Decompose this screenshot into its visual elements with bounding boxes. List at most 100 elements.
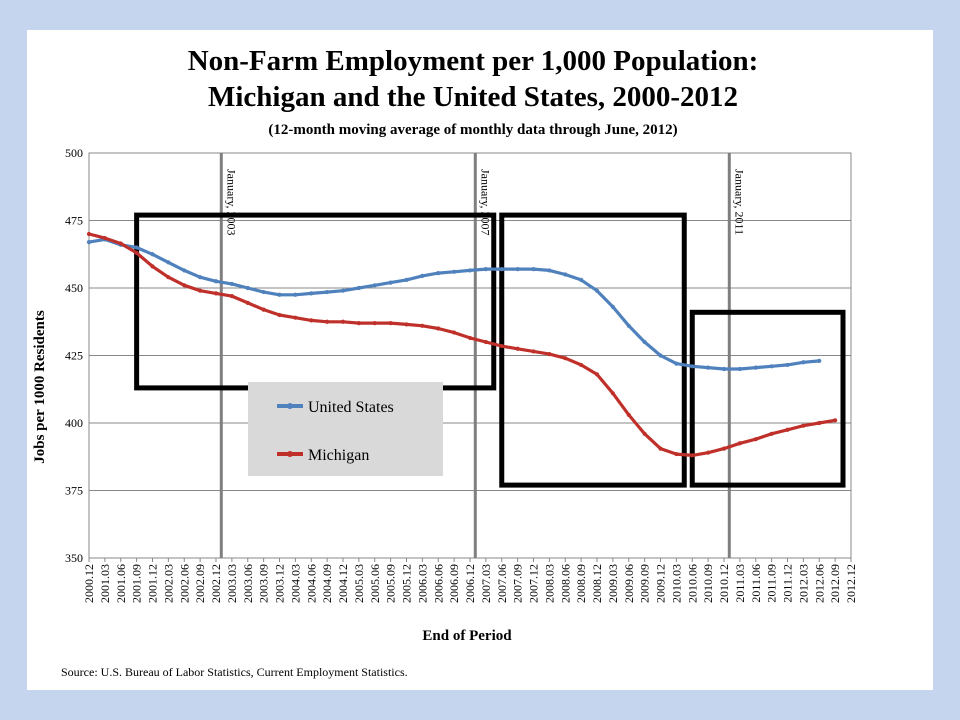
data-point-michigan xyxy=(420,323,425,328)
data-point-united-states xyxy=(642,339,647,345)
x-tick-label: 2003.12 xyxy=(273,564,287,603)
x-tick-label: 2004.06 xyxy=(304,564,318,603)
data-point-michigan xyxy=(531,349,536,354)
x-tick-label: 2012.12 xyxy=(844,564,858,603)
data-point-michigan xyxy=(86,231,92,237)
data-point-michigan xyxy=(817,420,822,426)
data-point-united-states xyxy=(293,292,298,297)
highlight-box-3 xyxy=(689,309,846,488)
x-tick-label: 2006.06 xyxy=(431,564,445,603)
data-point-united-states xyxy=(452,269,457,274)
x-tick-label: 2003.03 xyxy=(225,564,239,603)
x-axis-label: End of Period xyxy=(422,628,512,644)
y-tick-label: 350 xyxy=(65,551,83,565)
x-tick-label: 2007.03 xyxy=(479,564,493,603)
data-point-united-states xyxy=(340,288,346,293)
data-point-michigan xyxy=(182,283,187,288)
data-point-united-states xyxy=(801,360,806,365)
data-point-united-states xyxy=(356,285,361,291)
x-tick-label: 2001.09 xyxy=(130,564,144,603)
x-tick-label: 2010.09 xyxy=(701,564,715,603)
data-point-michigan xyxy=(658,446,663,451)
series-line-united-states xyxy=(87,237,821,371)
data-point-michigan xyxy=(309,318,314,323)
data-point-michigan xyxy=(626,412,631,417)
data-point-michigan xyxy=(388,321,393,326)
reference-line-label: January, 2011 xyxy=(732,169,746,235)
data-point-michigan xyxy=(721,446,727,451)
data-point-united-states xyxy=(499,267,504,272)
data-point-united-states xyxy=(436,271,441,276)
reference-lines: January, 2003 January, 2007 January, 2011 xyxy=(219,153,746,558)
highlight-box-1 xyxy=(134,212,497,391)
x-tick-label: 2005.03 xyxy=(352,564,366,603)
data-point-michigan xyxy=(833,418,838,423)
highlight-box-2 xyxy=(499,212,687,488)
legend-marker-united-states xyxy=(287,403,293,409)
data-point-united-states xyxy=(658,353,663,358)
series-united-states xyxy=(86,237,822,372)
data-point-michigan xyxy=(261,307,266,312)
data-point-michigan xyxy=(674,451,679,457)
data-point-united-states xyxy=(626,323,631,328)
data-point-united-states xyxy=(531,267,536,272)
data-point-united-states xyxy=(690,364,695,369)
data-point-united-states xyxy=(245,285,250,291)
slide: Non-Farm Employment per 1,000 Population… xyxy=(27,30,933,690)
data-point-michigan xyxy=(753,437,758,442)
data-point-united-states xyxy=(547,268,552,273)
data-point-michigan xyxy=(499,343,504,349)
data-point-michigan xyxy=(642,431,647,436)
data-point-michigan xyxy=(198,288,203,293)
x-tick-label: 2006.09 xyxy=(447,564,461,603)
data-point-united-states xyxy=(721,366,727,372)
x-tick-label: 2002.03 xyxy=(161,564,175,603)
x-tick-label: 2004.03 xyxy=(288,564,302,603)
data-point-michigan xyxy=(166,275,171,280)
y-axis-ticks: 350 375 400 425 450 475 500 xyxy=(65,146,83,565)
data-point-united-states xyxy=(372,283,377,288)
x-tick-label: 2010.06 xyxy=(685,564,699,603)
data-point-united-states xyxy=(753,365,758,370)
x-tick-label: 2005.09 xyxy=(384,564,398,603)
data-point-united-states xyxy=(277,292,282,297)
data-point-united-states xyxy=(388,280,393,285)
y-tick-label: 475 xyxy=(65,214,83,228)
x-tick-label: 2005.12 xyxy=(400,564,414,603)
series-layer xyxy=(86,231,838,458)
data-point-michigan xyxy=(118,241,123,246)
data-point-united-states xyxy=(594,288,600,293)
x-tick-label: 2008.06 xyxy=(558,564,572,603)
data-point-michigan xyxy=(769,431,774,436)
legend-label-united-states: United States xyxy=(308,399,394,416)
chart-title-line1: Non-Farm Employment per 1,000 Population… xyxy=(188,45,759,77)
data-point-michigan xyxy=(245,300,250,305)
data-point-united-states xyxy=(674,361,679,366)
x-axis-ticks: 2000.12 2001.03 2001.06 2001.09 2001.12 2002.… xyxy=(82,558,858,603)
y-axis-label: Jobs per 1000 Residents xyxy=(32,310,48,464)
data-point-michigan xyxy=(610,391,615,396)
data-point-united-states xyxy=(483,267,488,272)
data-point-michigan xyxy=(372,321,377,326)
data-point-united-states xyxy=(166,260,171,265)
data-point-michigan xyxy=(340,319,346,324)
data-point-united-states xyxy=(610,304,615,309)
x-tick-label: 2011.12 xyxy=(781,564,795,603)
y-tick-label: 375 xyxy=(65,484,83,498)
reference-line-label: January, 2003 xyxy=(224,169,238,236)
data-point-united-states xyxy=(706,365,711,370)
data-point-michigan xyxy=(229,294,234,299)
x-tick-label: 2012.06 xyxy=(812,564,826,603)
data-point-united-states xyxy=(737,366,742,372)
data-point-michigan xyxy=(690,453,695,458)
data-point-united-states xyxy=(182,268,187,273)
data-point-michigan xyxy=(547,352,552,357)
data-point-michigan xyxy=(213,291,219,296)
data-point-michigan xyxy=(785,427,790,432)
x-tick-label: 2009.06 xyxy=(622,564,636,603)
x-tick-label: 2004.09 xyxy=(320,564,334,603)
x-tick-label: 2001.12 xyxy=(146,564,160,603)
data-point-united-states xyxy=(579,277,584,282)
data-point-michigan xyxy=(436,326,441,331)
y-tick-label: 500 xyxy=(65,146,83,160)
